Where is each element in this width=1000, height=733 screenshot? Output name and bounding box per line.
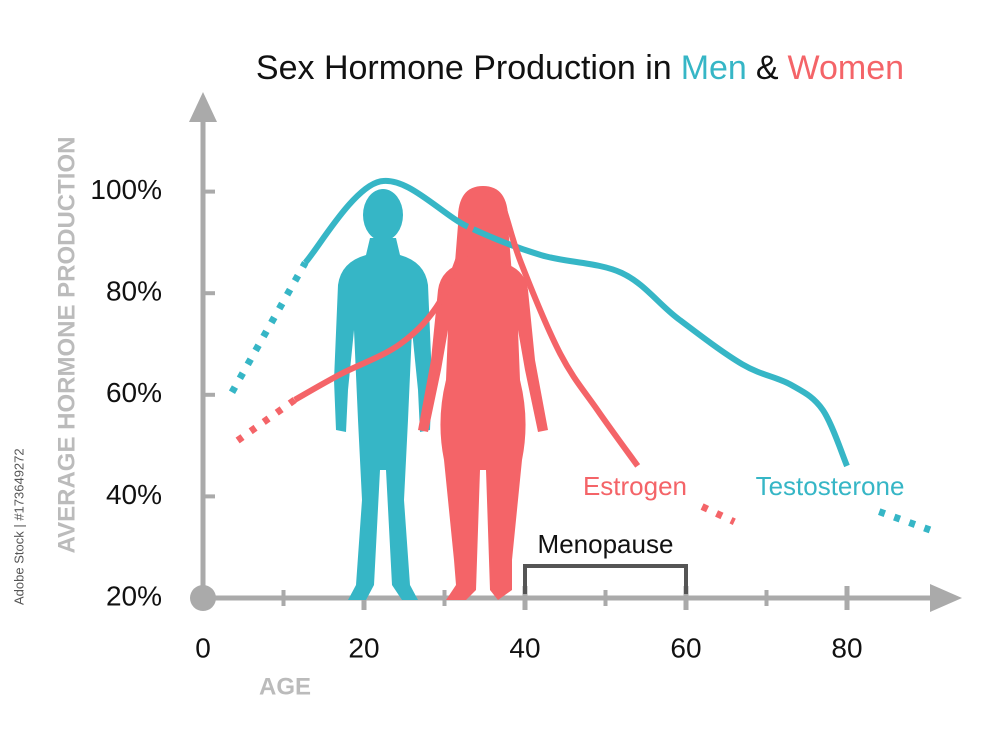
- x-tick-label: 20: [348, 632, 379, 663]
- y-axis-arrow: [189, 92, 217, 122]
- x-tick-label: 80: [831, 632, 862, 663]
- silhouettes: [334, 186, 548, 600]
- x-tick-label: 0: [195, 632, 211, 663]
- series-line: [302, 177, 850, 468]
- y-tick-label: 60%: [106, 377, 162, 408]
- series-label: Estrogen: [583, 471, 687, 501]
- series-line: [235, 397, 297, 444]
- series-label: Testosterone: [756, 471, 905, 501]
- series-line: [700, 503, 736, 525]
- x-axis-arrow: [930, 584, 962, 612]
- y-tick-label: 100%: [90, 174, 162, 205]
- series-line: [293, 190, 641, 468]
- series-line: [228, 260, 309, 394]
- menopause-bracket: [523, 564, 688, 594]
- menopause-label: Menopause: [538, 529, 674, 559]
- title-part: Men: [681, 49, 747, 87]
- man-head: [363, 189, 403, 241]
- y-tick-label: 80%: [106, 276, 162, 307]
- woman-head: [462, 191, 504, 249]
- series-line: [878, 508, 937, 536]
- woman-body: [418, 248, 548, 600]
- title-part: Women: [788, 49, 905, 87]
- title-part: Sex Hormone Production in: [256, 49, 672, 87]
- x-axis-label: AGE: [259, 673, 311, 700]
- watermark: Adobe Stock | #173649272: [11, 448, 26, 605]
- title-part: &: [756, 49, 779, 87]
- y-axis-label: AVERAGE HORMONE PRODUCTION: [53, 137, 80, 554]
- chart-title: Sex Hormone Production in Men & Women: [256, 49, 904, 87]
- x-tick-label: 40: [509, 632, 540, 663]
- y-tick-label: 40%: [106, 479, 162, 510]
- x-tick-label: 60: [670, 632, 701, 663]
- y-tick-label: 20%: [106, 580, 162, 611]
- man-body: [334, 238, 432, 600]
